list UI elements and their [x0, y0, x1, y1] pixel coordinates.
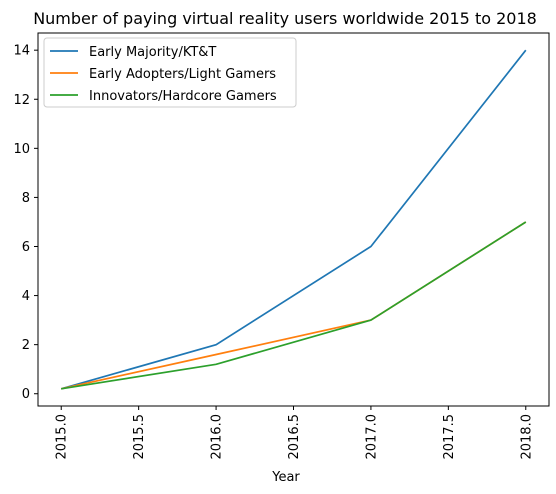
x-axis-title: Year — [271, 470, 300, 485]
y-tick-label: 0 — [22, 387, 30, 402]
legend-label-2: Innovators/Hardcore Gamers — [89, 89, 277, 104]
legend-label-1: Early Adopters/Light Gamers — [89, 67, 276, 82]
x-tick-label: 2016.0 — [210, 414, 225, 460]
x-tick-label: 2018.0 — [519, 414, 534, 460]
series-lines — [60, 49, 527, 390]
x-tick-label: 2015.5 — [132, 414, 147, 460]
x-tick-label: 2017.0 — [364, 414, 379, 460]
y-tick-label: 14 — [13, 44, 30, 59]
x-tick-label: 2017.5 — [442, 414, 457, 460]
series-line-1 — [61, 221, 527, 390]
legend-label-0: Early Majority/KT&T — [89, 45, 216, 60]
chart-title: Number of paying virtual reality users w… — [33, 9, 537, 28]
x-axis: 2015.0 2015.5 2016.0 2016.5 2017.0 2017.5 2018… — [55, 406, 534, 460]
y-tick-label: 4 — [22, 289, 30, 304]
y-tick-label: 12 — [13, 93, 30, 108]
y-tick-label: 6 — [22, 240, 30, 255]
legend-box — [43, 37, 297, 108]
legend: Early Majority/KT&T Early Adopters/Light … — [43, 37, 297, 108]
y-tick-label: 10 — [13, 142, 30, 157]
y-axis: 0 2 4 6 8 10 12 14 — [13, 44, 38, 402]
y-tick-label: 8 — [22, 191, 30, 206]
x-tick-label: 2016.5 — [287, 414, 302, 460]
y-tick-label: 2 — [22, 338, 30, 353]
series-line-2 — [61, 221, 527, 390]
series-line-0 — [60, 49, 527, 390]
x-tick-label: 2015.0 — [55, 414, 70, 460]
